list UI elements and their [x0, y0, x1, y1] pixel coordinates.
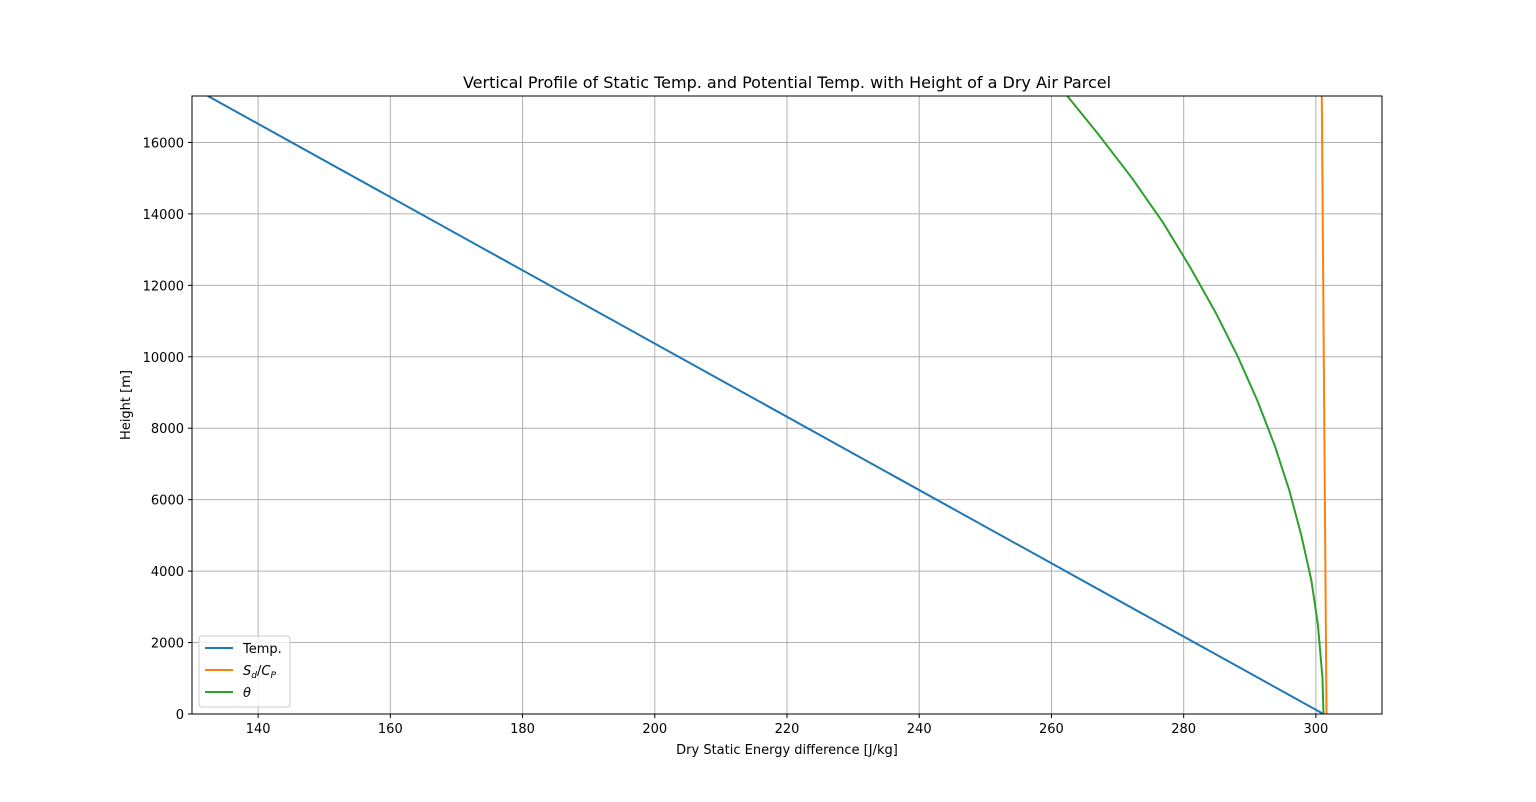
x-tick-label: 260: [1039, 722, 1064, 737]
x-tick-label: 180: [510, 722, 535, 737]
x-tick-label: 160: [378, 722, 403, 737]
y-tick-label: 0: [176, 708, 184, 723]
plot-series: [207, 96, 1328, 714]
x-axis-label: Dry Static Energy difference [J/kg]: [676, 743, 898, 758]
x-tick-label: 140: [246, 722, 271, 737]
series-line-temp: [207, 96, 1324, 714]
chart-title: Vertical Profile of Static Temp. and Pot…: [463, 73, 1111, 92]
y-tick-label: 14000: [143, 208, 184, 223]
x-tick-label: 300: [1303, 722, 1328, 737]
legend: Temp. Sd/CP θ: [198, 635, 291, 708]
legend-box: [198, 635, 291, 708]
x-tick-label: 220: [775, 722, 800, 737]
y-tick-label: 2000: [151, 637, 184, 652]
x-tick-label: 200: [642, 722, 667, 737]
series-line-sd-cp: [1320, 96, 1328, 714]
y-tick-label: 4000: [151, 565, 184, 580]
legend-label-theta: θ: [243, 686, 251, 701]
y-tick-label: 10000: [143, 351, 184, 366]
x-tick-label: 280: [1171, 722, 1196, 737]
y-axis-label: Height [m]: [119, 370, 134, 440]
y-tick-label: 6000: [151, 494, 184, 509]
y-axis: 0 2000 4000 6000 8000 10000 12000 14000 16000: [143, 136, 192, 723]
y-tick-label: 16000: [143, 136, 184, 151]
x-axis: 140 160 180 200 220 240 260 280 300: [246, 714, 1328, 737]
legend-label-sd-cp: Sd/CP: [243, 664, 276, 681]
x-tick-label: 240: [907, 722, 932, 737]
grid: [192, 96, 1382, 715]
legend-label-temp: Temp.: [242, 642, 282, 657]
y-tick-label: 12000: [143, 279, 184, 294]
series-line-theta: [1066, 96, 1325, 714]
y-tick-label: 8000: [151, 422, 184, 437]
